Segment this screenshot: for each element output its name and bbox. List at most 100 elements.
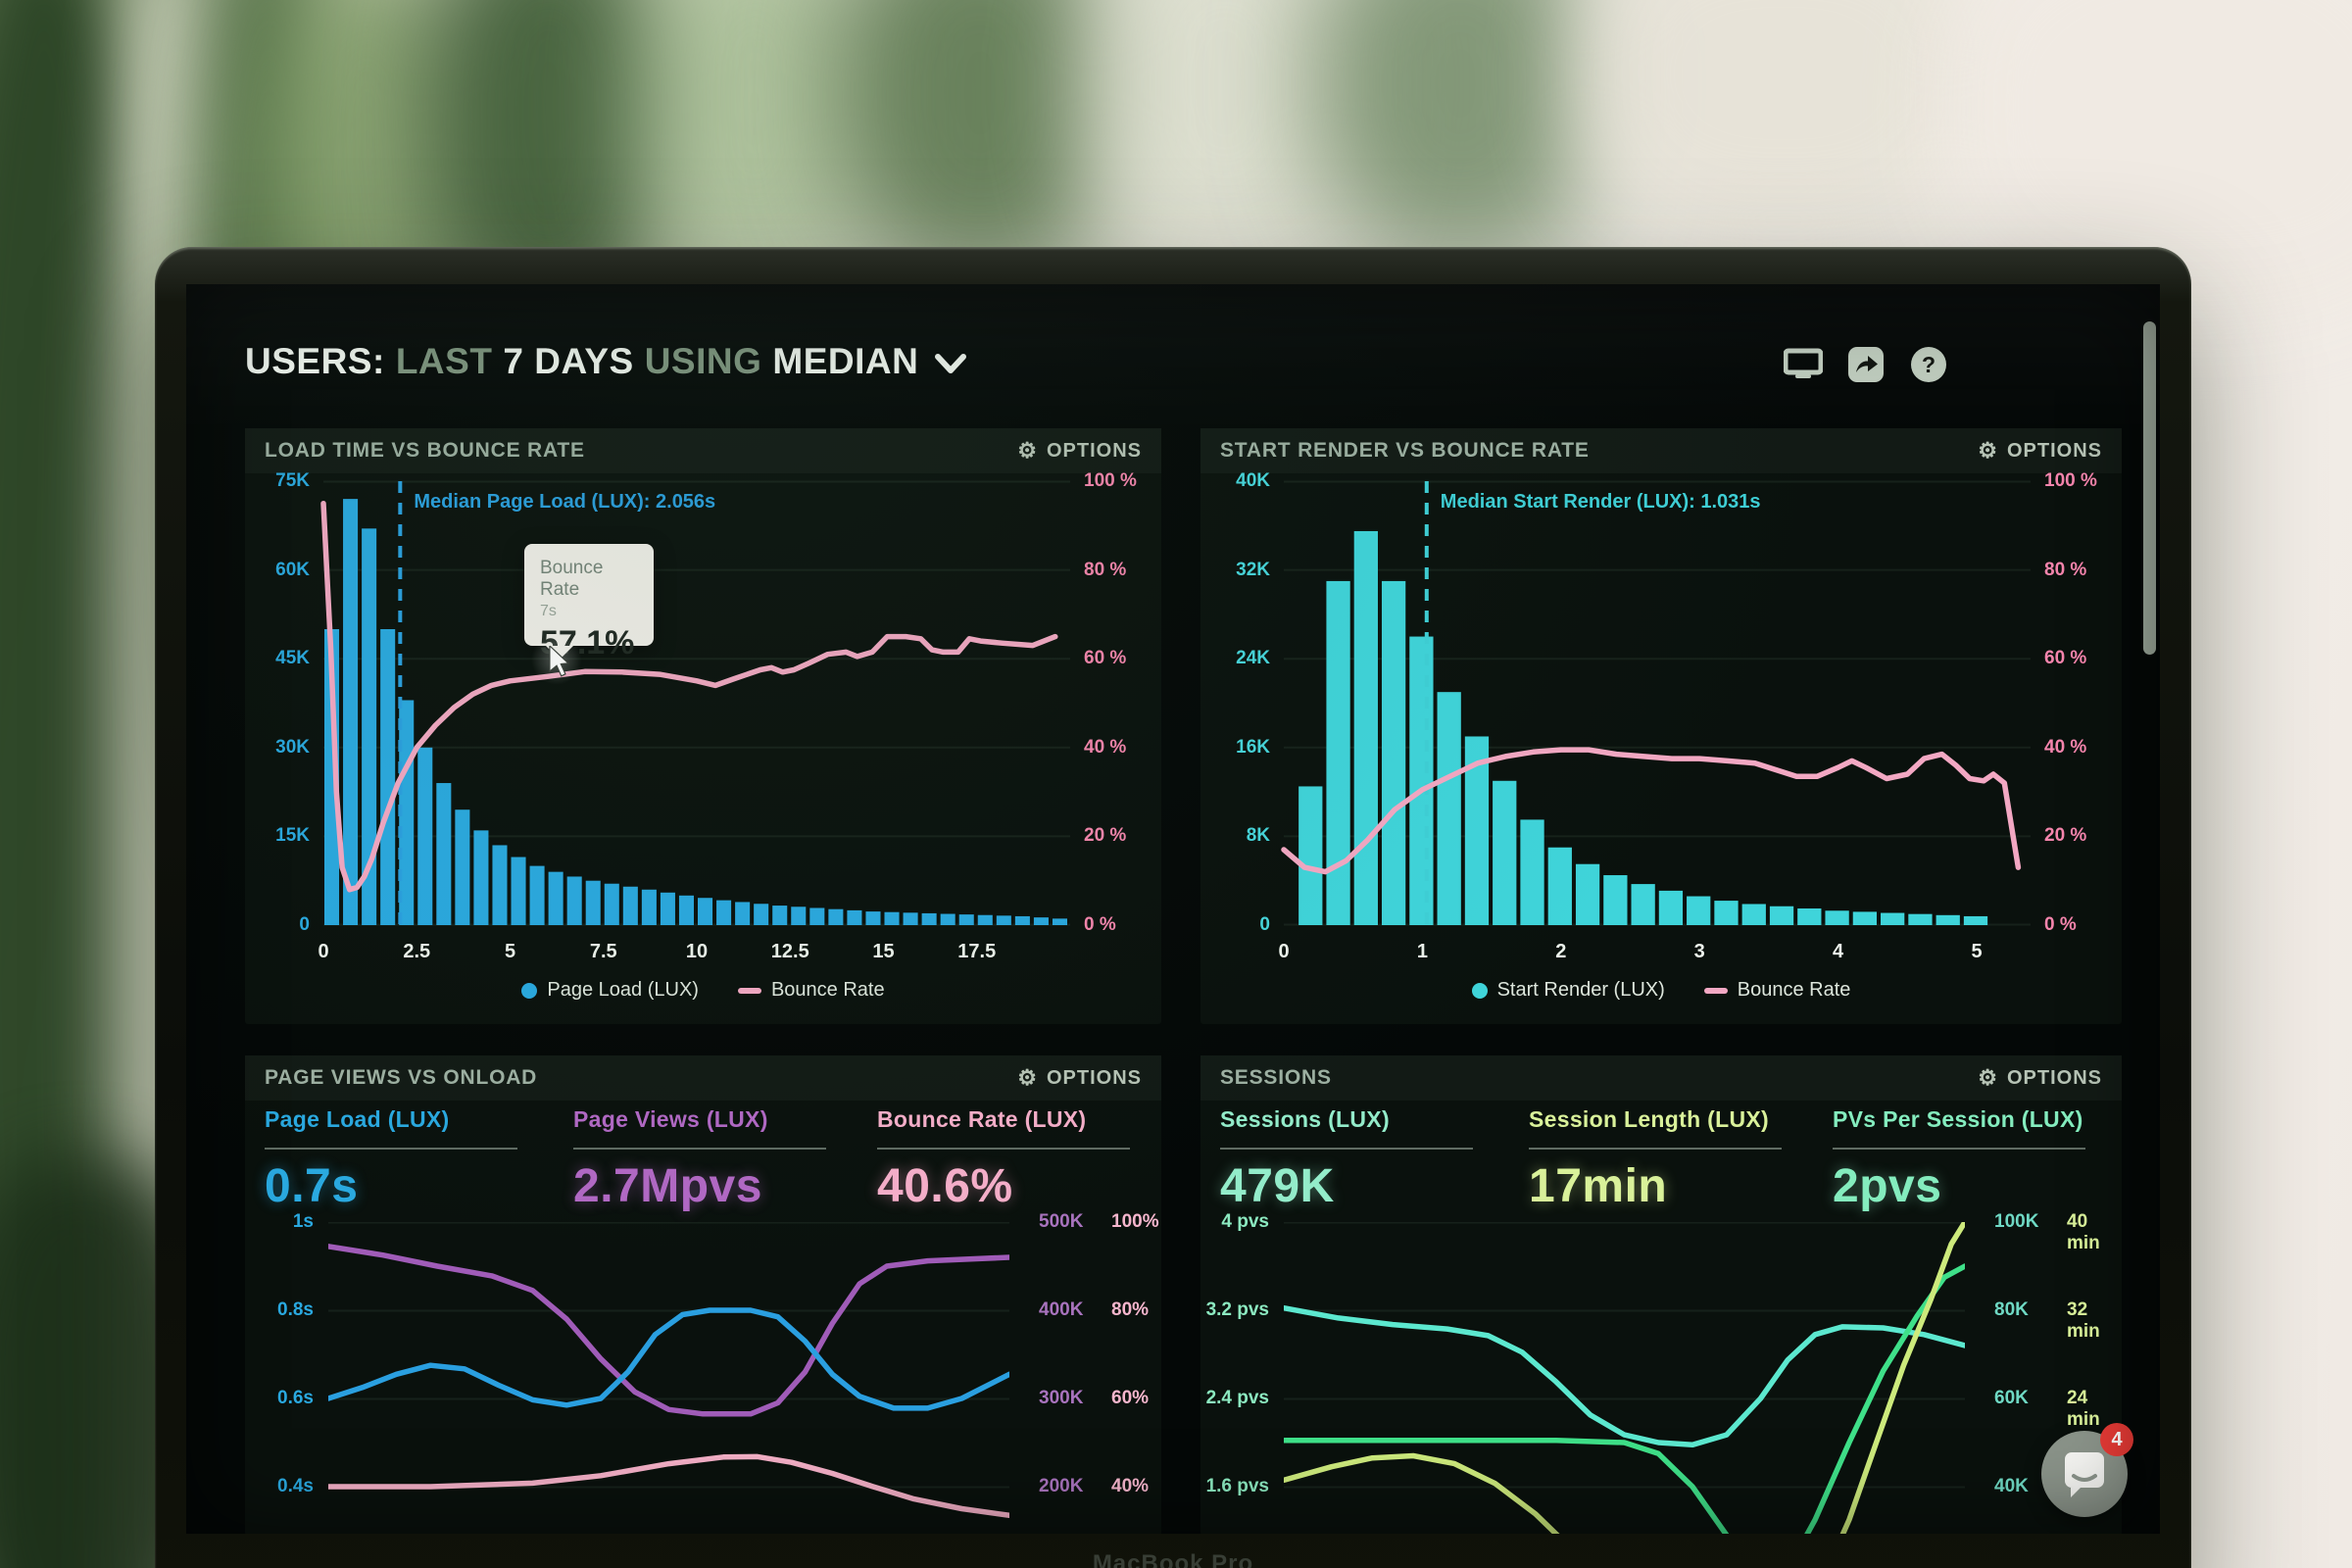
x-axis-tick-label: 2 [1555,941,1567,962]
y-axis-right-label: 40 % [2044,736,2087,758]
header-icons: ? [1784,347,1948,382]
metric-label: Session Length (LUX) [1529,1106,1769,1132]
metric-label: Sessions (LUX) [1220,1106,1390,1132]
metric-sessions-lux-: Sessions (LUX) 479K [1220,1106,1494,1213]
tooltip-title: Bounce Rate [540,558,604,600]
y-axis-left-label: 45K [275,648,310,669]
panel-title: SESSIONS [1220,1066,1332,1089]
mini-right-axis-label-1: 40K [1994,1476,2029,1496]
mini-left-axis-label: 4 pvs [1221,1211,1269,1232]
panel-header: SESSIONS ⚙ OPTIONS [1200,1055,2122,1101]
x-axis-tick-label: 17.5 [957,941,997,962]
x-axis-tick-label: 4 [1833,941,1844,962]
svg-text:?: ? [1922,352,1936,377]
panel-header: PAGE VIEWS VS ONLOAD ⚙ OPTIONS [245,1055,1161,1101]
metric-value: 2pvs [1833,1160,1942,1212]
mini-right-axis-label-1: 300K [1039,1388,1084,1408]
help-icon[interactable]: ? [1909,347,1948,382]
legend-line-swatch [1703,987,1728,994]
panel-header: LOAD TIME VS BOUNCE RATE ⚙ OPTIONS [245,428,1161,473]
metric-pvs-per-session-lux-: PVs Per Session (LUX) 2pvs [1833,1106,2107,1213]
metric-label: Page Views (LUX) [573,1106,768,1132]
mini-right-axis-label-1: 200K [1039,1476,1084,1496]
legend-line-swatch [737,987,761,994]
y-axis-left-label: 75K [275,470,310,491]
legend-label: Page Load (LUX) [547,979,699,1001]
y-axis-right-label: 60 % [1084,648,1127,669]
users-timeframe-dropdown[interactable]: USERS: LAST 7 DAYS USING MEDIAN [245,341,967,382]
plant-leaf-blur [1578,0,1989,245]
x-axis-tick-label: 0 [1278,941,1290,962]
laptop-brand-label: MacBook Pro [1092,1550,1254,1568]
x-axis-tick-label: 12.5 [770,941,809,962]
metric-page-views-lux-: Page Views (LUX) 2.7Mpvs [573,1106,848,1213]
y-axis-left-label: 16K [1236,736,1270,758]
y-axis-right-label: 80 % [1084,559,1127,580]
plant-leaf-blur [1313,0,1607,265]
mini-right-axis-label-1: 80K [1994,1299,2029,1320]
mini-left-axis-label: 0.4s [277,1476,314,1496]
y-axis-left-label: 32K [1236,559,1270,580]
y-axis-right-label: 20 % [2044,825,2087,847]
mini-right-axis-label-2: 40 min [2067,1211,2100,1253]
mini-right-axis-label-2: 40% [1111,1476,1150,1496]
metric-underline [265,1148,517,1150]
options-button[interactable]: ⚙ OPTIONS [1017,1065,1142,1090]
legend-item: Bounce Rate [737,979,885,1002]
panel-title: LOAD TIME VS BOUNCE RATE [265,439,585,462]
page-views-onload-chart [328,1222,1009,1519]
panel-load-time-vs-bounce-rate: LOAD TIME VS BOUNCE RATE ⚙ OPTIONS Median… [245,428,1161,1024]
mini-right-axis-label-1: 400K [1039,1299,1084,1320]
legend-item: Bounce Rate [1703,979,1851,1002]
x-axis-tick-label: 5 [1971,941,1983,962]
sessions-chart [1284,1222,1965,1534]
x-axis-tick-label: 2.5 [403,941,431,962]
gear-icon: ⚙ [1017,438,1038,463]
mini-right-axis-label-1: 60K [1994,1388,2029,1408]
title-using: USING [644,341,762,381]
plant-leaf-blur [833,0,1127,284]
mini-left-axis-label: 1s [292,1211,314,1232]
metric-underline [573,1148,826,1150]
display-icon[interactable] [1784,347,1823,382]
chat-bubble-icon [2065,1452,2104,1497]
mini-right-axis-label-2: 60% [1111,1388,1150,1408]
y-axis-left-label: 30K [275,736,310,758]
metric-label: Bounce Rate (LUX) [877,1106,1087,1132]
laptop: USERS: LAST 7 DAYS USING MEDIAN ? [155,247,2191,1568]
metric-value: 479K [1220,1160,1335,1212]
title-last: LAST [395,341,493,381]
scrollbar[interactable] [2143,321,2156,655]
intercom-chat-button[interactable]: 4 [2041,1423,2133,1517]
mini-left-axis-label: 1.6 pvs [1205,1476,1269,1496]
y-axis-right-label: 20 % [1084,825,1127,847]
options-button[interactable]: ⚙ OPTIONS [1017,438,1142,463]
share-icon[interactable] [1846,347,1886,382]
x-axis-tick-label: 0 [318,941,329,962]
options-button[interactable]: ⚙ OPTIONS [1978,438,2102,463]
metric-underline [1220,1148,1473,1150]
chevron-down-icon [935,354,967,373]
options-button[interactable]: ⚙ OPTIONS [1978,1065,2102,1090]
panel-title: START RENDER VS BOUNCE RATE [1220,439,1590,462]
x-axis-tick-label: 7.5 [589,941,617,962]
y-axis-left-label: 0 [299,914,310,935]
legend-label: Bounce Rate [1737,979,1851,1001]
x-axis-tick-label: 10 [685,941,709,962]
y-axis-left-label: 8K [1246,825,1270,847]
legend-dot-swatch [1471,982,1488,999]
y-axis-right-label: 80 % [2044,559,2087,580]
load-time-chart [320,480,1070,926]
dashboard-screen: USERS: LAST 7 DAYS USING MEDIAN ? [186,284,2160,1534]
gear-icon: ⚙ [1978,1065,1998,1090]
mini-right-axis-label-1: 500K [1039,1211,1084,1232]
metric-page-load-lux-: Page Load (LUX) 0.7s [265,1106,539,1213]
mini-right-axis-label-2: 100% [1111,1211,1159,1232]
metric-value: 2.7Mpvs [573,1160,762,1212]
x-axis-tick-label: 15 [872,941,895,962]
mini-right-axis-label-2: 32 min [2067,1299,2100,1342]
y-axis-right-label: 100 % [2044,470,2097,491]
y-axis-right-label: 60 % [2044,648,2087,669]
y-axis-left-label: 60K [275,559,310,580]
